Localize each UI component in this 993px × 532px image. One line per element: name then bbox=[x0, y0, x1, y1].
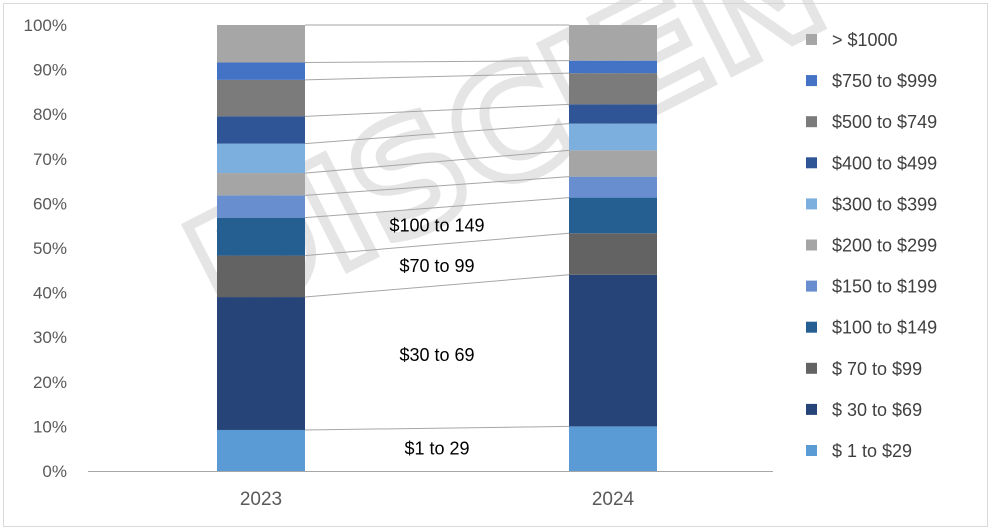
legend-swatch bbox=[806, 321, 817, 333]
legend-swatch bbox=[806, 362, 817, 374]
series-connector-line bbox=[304, 60, 570, 63]
series-connector-line bbox=[304, 425, 570, 431]
annotations: $100 to 149 $70 to 99 $30 to 69 $1 to 29 bbox=[389, 216, 484, 459]
bar-segment bbox=[217, 143, 305, 174]
legend-swatch bbox=[806, 445, 817, 456]
legend-label: $200 to $299 bbox=[832, 236, 937, 256]
annotation-label: $100 to 149 bbox=[389, 216, 484, 236]
legend-label: $ 1 to $29 bbox=[832, 441, 912, 461]
bar-segment bbox=[569, 25, 657, 61]
bar-segment bbox=[217, 79, 305, 117]
y-tick-label: 60% bbox=[33, 194, 67, 213]
legend-swatch bbox=[806, 157, 817, 169]
bar-segment bbox=[569, 274, 657, 427]
legend-label: $500 to $749 bbox=[832, 112, 937, 132]
y-tick-label: 10% bbox=[33, 417, 67, 436]
y-tick-label: 0% bbox=[42, 462, 67, 481]
bar-segment bbox=[569, 176, 657, 198]
legend-swatch bbox=[806, 116, 817, 128]
chart-frame bbox=[3, 3, 988, 527]
y-tick-label: 100% bbox=[24, 16, 67, 35]
y-tick-label: 90% bbox=[33, 61, 67, 80]
bar-segment bbox=[569, 123, 657, 151]
bar-segment bbox=[217, 25, 305, 63]
series-connector-line bbox=[304, 103, 570, 117]
bar-segment bbox=[217, 297, 305, 430]
series-connector-line bbox=[304, 176, 570, 196]
bars bbox=[217, 25, 657, 471]
bar-segment bbox=[217, 173, 305, 196]
series-connector-line bbox=[304, 232, 570, 257]
bar-segment bbox=[569, 73, 657, 105]
bar-segment bbox=[569, 60, 657, 74]
legend-label: $400 to $499 bbox=[832, 153, 937, 173]
series-connector-line bbox=[304, 123, 570, 145]
series-connector-line bbox=[304, 274, 570, 298]
x-tick-label: 2023 bbox=[240, 489, 282, 510]
legend-label: > $1000 bbox=[832, 30, 898, 50]
y-tick-label: 70% bbox=[33, 150, 67, 169]
legend-swatch bbox=[806, 280, 817, 292]
bar-segment bbox=[217, 255, 305, 298]
y-tick-label: 50% bbox=[33, 239, 67, 258]
bar-segment bbox=[569, 150, 657, 177]
legend-swatch bbox=[806, 403, 817, 415]
bar-segment bbox=[569, 197, 657, 234]
y-tick-label: 80% bbox=[33, 105, 67, 124]
annotation-label: $30 to 69 bbox=[399, 345, 474, 365]
y-tick-label: 30% bbox=[33, 328, 67, 347]
legend-label: $ 70 to $99 bbox=[832, 359, 922, 379]
legend-swatch bbox=[806, 239, 817, 251]
legend-label: $300 to $399 bbox=[832, 194, 937, 214]
series-connector-line bbox=[304, 72, 570, 81]
legend: > $1000 $750 to $999 $500 to $749 $400 to $… bbox=[806, 30, 937, 461]
bar-segment bbox=[217, 429, 305, 471]
annotation-label: $70 to 99 bbox=[399, 256, 474, 276]
legend-label: $100 to $149 bbox=[832, 318, 937, 338]
y-tick-label: 40% bbox=[33, 284, 67, 303]
bar-segment bbox=[217, 217, 305, 256]
bar-segment bbox=[217, 62, 305, 80]
legend-swatch bbox=[806, 198, 817, 210]
series-connector-line bbox=[304, 149, 570, 174]
x-tick-label: 2024 bbox=[592, 489, 635, 510]
axes: 0% 10% 20% 30% 40% 50% 60% 70% 80% 90% 100% 2023 202… bbox=[24, 16, 773, 510]
legend-label: $750 to $999 bbox=[832, 71, 937, 91]
connector-lines bbox=[304, 24, 570, 431]
bar-segment bbox=[569, 104, 657, 124]
legend-swatch bbox=[806, 75, 817, 87]
bar-segment bbox=[569, 233, 657, 275]
bar-segment bbox=[217, 195, 305, 218]
bar-segment bbox=[569, 426, 657, 471]
annotation-label: $1 to 29 bbox=[404, 439, 469, 459]
legend-swatch bbox=[806, 34, 817, 45]
legend-label: $ 30 to $69 bbox=[832, 400, 922, 420]
bar-segment bbox=[217, 116, 305, 144]
series-connector-line bbox=[304, 197, 570, 219]
y-tick-label: 20% bbox=[33, 373, 67, 392]
legend-label: $150 to $199 bbox=[832, 277, 937, 297]
